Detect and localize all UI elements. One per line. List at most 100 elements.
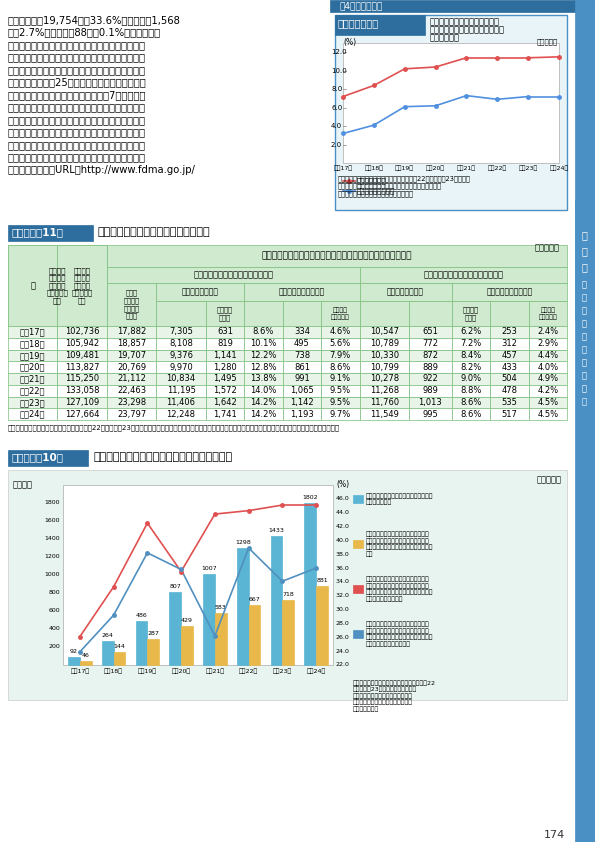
Bar bbox=[215, 612, 227, 665]
Bar bbox=[156, 283, 244, 301]
Bar bbox=[107, 349, 156, 361]
Bar bbox=[409, 326, 452, 338]
Bar bbox=[80, 661, 92, 665]
Bar bbox=[359, 373, 409, 385]
Text: 667: 667 bbox=[249, 597, 261, 602]
Bar bbox=[452, 326, 490, 338]
Bar bbox=[237, 548, 249, 665]
Bar bbox=[321, 326, 359, 338]
Text: に対し、地域の実情に応じた取組を促す等の対策を: に対し、地域の実情に応じた取組を促す等の対策を bbox=[8, 152, 146, 163]
Text: 平成20年: 平成20年 bbox=[171, 668, 190, 674]
Bar bbox=[283, 361, 321, 373]
Bar bbox=[528, 361, 567, 373]
Text: 312: 312 bbox=[502, 339, 517, 348]
Text: １ヵ月後社会復帰者数: １ヵ月後社会復帰者数 bbox=[486, 287, 533, 296]
Text: 平成17年: 平成17年 bbox=[20, 328, 46, 336]
Text: 115,250: 115,250 bbox=[65, 375, 99, 383]
Text: 平成21年: 平成21年 bbox=[20, 375, 45, 383]
Text: 113,827: 113,827 bbox=[65, 363, 99, 371]
Bar bbox=[8, 338, 58, 349]
Bar bbox=[206, 338, 244, 349]
Text: 症予防強化月間」とした。消防庁では、熱中症対策: 症予防強化月間」とした。消防庁では、熱中症対策 bbox=[8, 103, 146, 113]
Text: 11,760: 11,760 bbox=[369, 398, 399, 407]
Text: 872: 872 bbox=[422, 351, 439, 360]
Bar bbox=[452, 361, 490, 373]
Text: 1200: 1200 bbox=[45, 555, 60, 559]
Text: 熱中症対策については、熱中症関係省庁連絡会議: 熱中症対策については、熱中症関係省庁連絡会議 bbox=[8, 40, 146, 50]
Text: 32.0: 32.0 bbox=[336, 594, 350, 599]
Text: 44.0: 44.0 bbox=[336, 510, 350, 515]
Bar bbox=[528, 349, 567, 361]
Text: 23,298: 23,298 bbox=[117, 398, 146, 407]
Bar bbox=[321, 385, 359, 397]
Text: （備考）　東日本大震災の影響により、平成22年及び平成23年の釜石大槌地区行政事務組合消防本部及び陸前高田市消防本部のデータは除いた数値により集計している。: （備考） 東日本大震災の影響により、平成22年及び平成23年の釜石大槌地区行政事… bbox=[8, 424, 340, 430]
Bar bbox=[8, 385, 58, 397]
Bar bbox=[490, 326, 528, 338]
Text: １ヵ月後
社会復帰率: １ヵ月後 社会復帰率 bbox=[331, 307, 350, 320]
Bar bbox=[107, 408, 156, 420]
Bar bbox=[335, 15, 425, 35]
Bar bbox=[156, 397, 206, 408]
Text: 30.0: 30.0 bbox=[336, 607, 350, 612]
Text: 平成21年: 平成21年 bbox=[205, 668, 224, 674]
Bar bbox=[58, 408, 107, 420]
Text: 8.6%: 8.6% bbox=[460, 398, 481, 407]
Text: 20,769: 20,769 bbox=[117, 363, 146, 371]
Text: １ヵ月後生存者数: １ヵ月後生存者数 bbox=[182, 287, 219, 296]
Text: 1,642: 1,642 bbox=[213, 398, 237, 407]
Bar bbox=[156, 326, 206, 338]
Bar bbox=[8, 408, 58, 420]
Bar bbox=[107, 326, 156, 338]
Text: 922: 922 bbox=[422, 375, 438, 383]
Bar bbox=[452, 408, 490, 420]
Text: 109,481: 109,481 bbox=[65, 351, 99, 360]
Bar bbox=[490, 373, 528, 385]
Text: 平成22年: 平成22年 bbox=[20, 386, 45, 395]
Bar bbox=[575, 0, 595, 842]
Text: １ヵ月後
生存率: １ヵ月後 生存率 bbox=[463, 306, 479, 321]
Text: 995: 995 bbox=[422, 409, 438, 418]
Text: 12,248: 12,248 bbox=[167, 409, 196, 418]
Text: 平成20年: 平成20年 bbox=[426, 165, 445, 171]
Bar bbox=[490, 349, 528, 361]
Text: 第4節　救急体制: 第4節 救急体制 bbox=[340, 2, 383, 10]
Bar bbox=[8, 361, 58, 373]
Bar bbox=[490, 385, 528, 397]
Text: 1,495: 1,495 bbox=[213, 375, 237, 383]
Bar bbox=[409, 397, 452, 408]
Bar bbox=[244, 373, 283, 385]
Bar bbox=[8, 373, 58, 385]
Text: 486: 486 bbox=[136, 613, 148, 618]
Text: く市民等へ働きかけるとともに、ホームページ上で: く市民等へ働きかけるとともに、ホームページ上で bbox=[8, 127, 146, 137]
Text: 287: 287 bbox=[148, 632, 159, 637]
Text: 14.0%: 14.0% bbox=[250, 386, 277, 395]
Text: 救急隊が
覚知した
心肺機能
停止傷病者
総数: 救急隊が 覚知した 心肺機能 停止傷病者 総数 bbox=[46, 267, 68, 304]
Text: 平成18年: 平成18年 bbox=[20, 339, 46, 348]
Bar bbox=[58, 245, 107, 326]
Text: 738: 738 bbox=[294, 351, 310, 360]
Text: の: の bbox=[581, 333, 587, 342]
Text: 防: 防 bbox=[581, 306, 587, 316]
Bar bbox=[321, 301, 359, 326]
Text: 平成19年: 平成19年 bbox=[395, 165, 414, 171]
Bar bbox=[452, 385, 490, 397]
Text: 36.0: 36.0 bbox=[336, 566, 350, 571]
Text: 991: 991 bbox=[294, 375, 310, 383]
Bar bbox=[528, 301, 567, 326]
Text: 1800: 1800 bbox=[45, 500, 60, 505]
Bar bbox=[206, 326, 244, 338]
Bar bbox=[409, 385, 452, 397]
Text: 一般市民により心肺機能停止の時点が
目撃された心原性の心肺停止注例のう
ち、一般市民により除細動が実施された
注例の１ヵ月後社会復帰率: 一般市民により心肺機能停止の時点が 目撃された心原性の心肺停止注例のう ち、一般… bbox=[366, 621, 434, 647]
Text: 8.6%: 8.6% bbox=[460, 409, 481, 418]
Bar bbox=[283, 600, 294, 665]
Bar bbox=[321, 397, 359, 408]
Bar bbox=[8, 450, 88, 466]
Text: １ヵ月後生存率: １ヵ月後生存率 bbox=[357, 178, 387, 184]
Text: 平成18年: 平成18年 bbox=[104, 668, 123, 674]
Bar bbox=[321, 361, 359, 373]
Bar bbox=[321, 373, 359, 385]
Text: 9.1%: 9.1% bbox=[330, 375, 351, 383]
Text: 40.0: 40.0 bbox=[336, 538, 350, 543]
Text: 1007: 1007 bbox=[201, 567, 217, 572]
Text: （備考）　東日本大震災の影響により、平成22
年及び平成23年の釜石大槌地区行政
事務組合消防本部及び陸前高田市消
防本部のデータは除いた数値により
集計してい: （備考） 東日本大震災の影響により、平成22 年及び平成23年の釜石大槌地区行政… bbox=[353, 680, 436, 711]
